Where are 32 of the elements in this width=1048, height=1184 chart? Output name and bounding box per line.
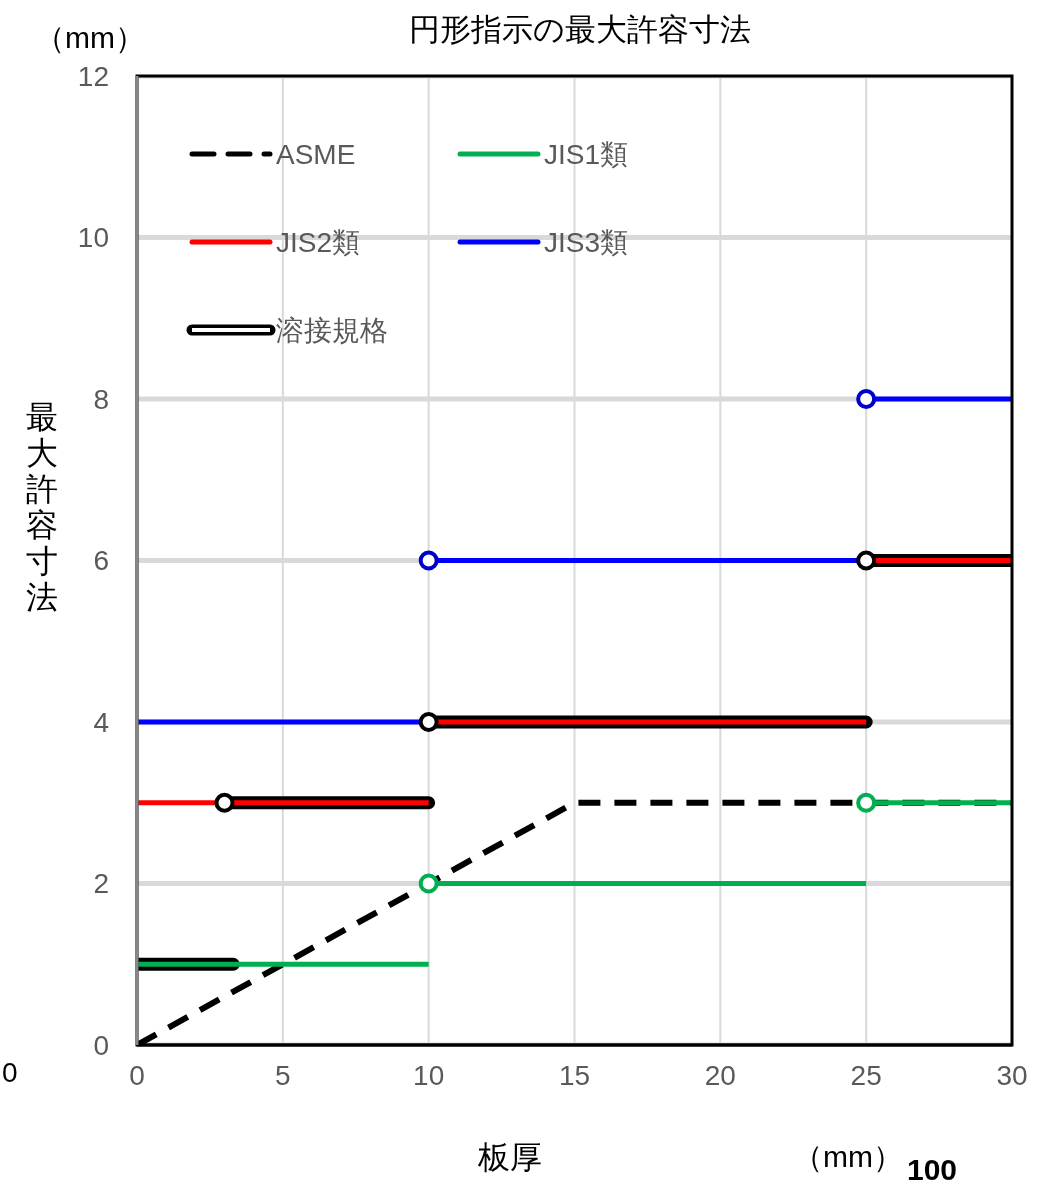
y-tick-label: 6 [93,545,109,577]
y-tick-label: 4 [93,706,109,738]
y-axis-title: 最大許容寸法 [26,399,58,615]
x-tick-label: 10 [413,1059,445,1091]
legend-label: JIS2類 [276,227,361,258]
point [418,550,439,571]
point [856,550,877,571]
point [856,792,877,813]
point [856,389,877,409]
text: （mm） [35,21,145,54]
x-tick-label: 15 [558,1059,591,1091]
legend-label: JIS1類 [544,139,629,170]
x-tick-label: 0 [129,1059,145,1091]
legend-label: 溶接規格 [276,315,388,346]
legend-label: JIS3類 [544,227,629,258]
y-tick-label: 0 [93,1029,109,1061]
text: 100 [906,1153,958,1184]
text: （mm） [793,1140,903,1173]
point [214,792,235,813]
legend-label: ASME [276,139,356,170]
x-tick-label: 25 [850,1059,882,1091]
x-tick-label: 30 [996,1059,1028,1091]
x-axis-title: 板厚 [477,1139,542,1175]
x-tick-label: 5 [275,1059,291,1091]
y-tick-label: 10 [77,222,109,254]
point [418,712,439,732]
point [418,873,439,894]
y-tick-label: 8 [93,383,109,415]
x-tick-label: 20 [704,1059,736,1091]
y-tick-label: 2 [93,868,109,900]
chart-title: 円形指示の最大許容寸法 [409,12,751,47]
y-tick-label: 12 [77,60,109,92]
